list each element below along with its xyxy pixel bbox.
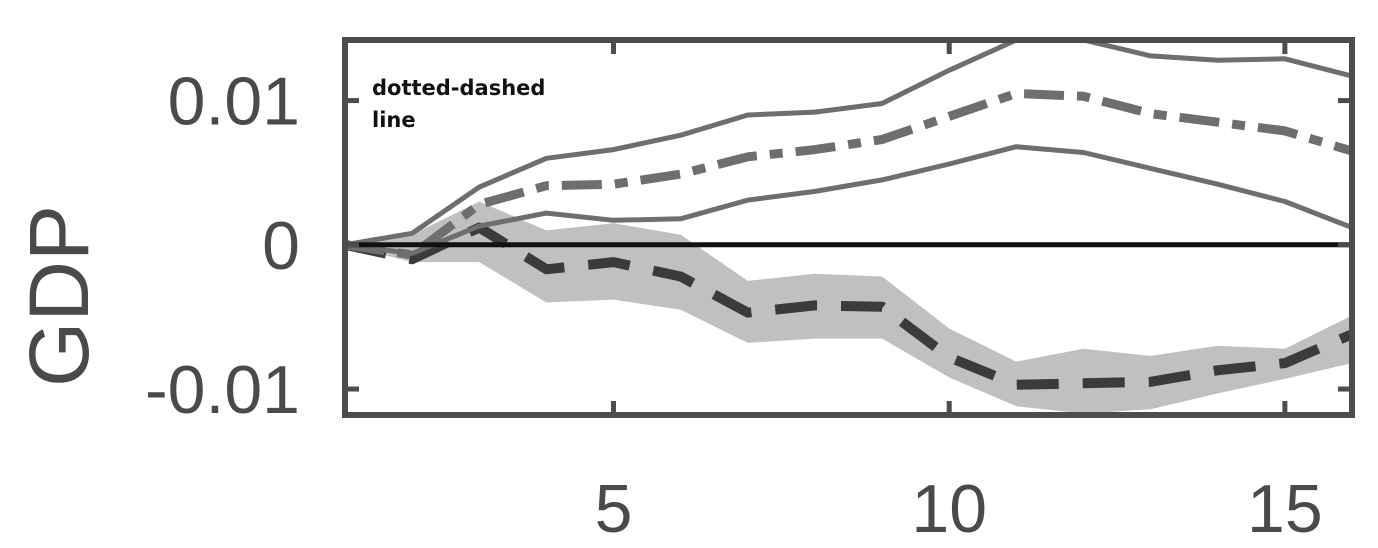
series-line-dashed-dark [345, 222, 1352, 390]
tick-marks [345, 40, 1352, 415]
plot-frame [342, 37, 1355, 418]
annotation-line-1: dotted-dashed [372, 76, 545, 100]
y-tick-label: 0 [262, 208, 300, 284]
y-tick-label: 0.01 [168, 64, 300, 140]
annotation-text: dotted-dashed line [372, 76, 553, 132]
series-layer [345, 40, 1352, 390]
series-line-dashdot [345, 88, 1352, 260]
series-line-solid-upper [345, 40, 1352, 248]
x-tick-label: 15 [1247, 471, 1323, 547]
x-tick-labels: 5 10 15 [595, 471, 1323, 547]
y-tick-label: -0.01 [145, 352, 300, 428]
series-line-solid-lower [345, 144, 1352, 256]
x-tick-label: 10 [911, 471, 987, 547]
x-tick-label: 5 [595, 471, 633, 547]
annotation-line-2: line [372, 108, 416, 132]
y-tick-labels: 0.01 0 -0.01 [145, 64, 300, 428]
y-axis-label: GDP [12, 205, 106, 387]
